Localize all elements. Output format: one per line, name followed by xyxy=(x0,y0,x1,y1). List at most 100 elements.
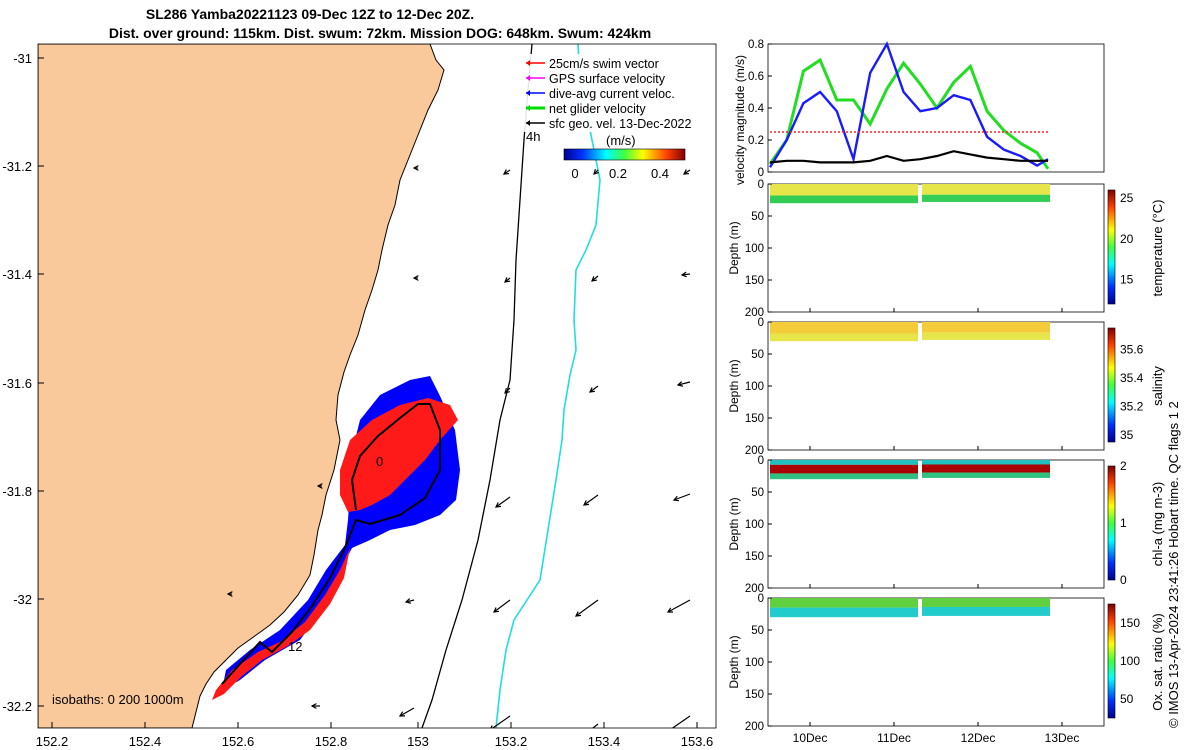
land-mass xyxy=(38,44,445,728)
velocity-arrowhead xyxy=(680,271,687,278)
velocity-arrowhead xyxy=(582,500,590,506)
velocity-arrowhead xyxy=(574,611,582,617)
colorbar-tick-label: 0.4 xyxy=(651,166,669,181)
velocity-arrowhead xyxy=(226,591,233,597)
velocity-arrowhead xyxy=(664,730,669,734)
day-label-end: 12 xyxy=(288,639,302,654)
profile-data-band xyxy=(770,598,918,608)
velocity-ytick-label: 0.2 xyxy=(748,135,764,147)
velocity-arrow xyxy=(405,599,415,603)
legend-swatch-head xyxy=(526,75,530,81)
isobaths-label: isobaths: 0 200 1000m xyxy=(52,692,184,707)
depth-tick-label: 0 xyxy=(758,455,764,467)
lon-tick-label: 153.2 xyxy=(495,734,528,749)
lon-tick-label: 153.6 xyxy=(681,734,714,749)
colorbar-tick-label: 2 xyxy=(1120,459,1127,473)
colorbar-label: (m/s) xyxy=(606,133,636,148)
profile-colorbar xyxy=(1107,327,1116,443)
velocity-arrowhead xyxy=(672,495,680,502)
velocity-arrowhead xyxy=(412,165,419,171)
depth-tick-label: 200 xyxy=(745,583,764,595)
colorbar-tick-label: 35.2 xyxy=(1120,399,1144,413)
colorbar-tick-label: 15 xyxy=(1120,273,1134,287)
legend-label: sfc geo. vel. 13-Dec-2022 xyxy=(549,117,691,131)
legend-swatch-head xyxy=(526,105,530,111)
velocity-arrowhead xyxy=(492,607,500,613)
colorbar-label: salinity xyxy=(1150,366,1165,406)
profile-panel-frame xyxy=(767,321,1105,451)
velocity-arrowhead xyxy=(494,502,502,508)
colorbar-tick-label: 35 xyxy=(1120,428,1134,442)
profile-colorbar xyxy=(1107,603,1116,719)
depth-tick-label: 200 xyxy=(745,721,764,733)
date-tick-label: 13Dec xyxy=(1045,731,1080,745)
legend-box xyxy=(520,54,706,132)
velocity-arrowhead xyxy=(404,598,411,604)
depth-tick-label: 200 xyxy=(745,307,764,319)
depth-tick-label: 50 xyxy=(751,349,764,361)
velocity-ytick-label: 0 xyxy=(758,167,764,179)
colorbar-tick-label: 20 xyxy=(1120,232,1134,246)
legend-swatch-head xyxy=(526,120,530,126)
profile-data-band xyxy=(922,460,1050,465)
colorbar-tick-label: 1 xyxy=(1120,516,1127,530)
velocity-arrowhead xyxy=(490,725,493,728)
lon-tick-label: 152.2 xyxy=(36,734,69,749)
depth-tick-label: 0 xyxy=(758,179,764,191)
lon-tick-label: 152.6 xyxy=(222,734,255,749)
colorbar-tick-label: 0 xyxy=(1120,573,1127,587)
depth-tick-label: 100 xyxy=(745,519,764,531)
depth-tick-label: 100 xyxy=(745,657,764,669)
profile-data-band xyxy=(922,606,1050,616)
lat-tick-label: -31 xyxy=(13,51,32,66)
legend-label: dive-avg current veloc. xyxy=(549,87,675,101)
velocity-arrow xyxy=(681,273,691,276)
legend-label: net glider velocity xyxy=(549,102,646,116)
velocity-ylabel: velocity magnitude (m/s) xyxy=(733,55,747,185)
chart-title-line1: SL286 Yamba20221123 09-Dec 12Z to 12-Dec… xyxy=(145,6,475,22)
profile-data-band xyxy=(922,464,1050,473)
velocity-arrow xyxy=(591,275,599,282)
legend-label: GPS surface velocity xyxy=(549,72,666,86)
velocity-arrowhead xyxy=(666,607,674,613)
velocity-arrow xyxy=(589,385,599,393)
profile-data-band xyxy=(770,195,918,204)
velocity-arrow xyxy=(583,494,599,506)
colorbar-label: Ox. sat. ratio (%) xyxy=(1150,613,1165,711)
map-panel: 152.2 152.4 152.6 152.8 153 153.2 153.4 153.6 -… xyxy=(2,43,717,749)
depth-tick-label: 50 xyxy=(751,211,764,223)
velocity-ytick-label: 0.4 xyxy=(748,103,765,115)
depth-tick-label: 100 xyxy=(745,243,764,255)
date-tick-label: 11Dec xyxy=(877,731,911,745)
depth-tick-label: 150 xyxy=(745,551,764,563)
depth-tick-label: 100 xyxy=(745,381,764,393)
profile-colorbar xyxy=(1107,465,1116,581)
profile-data-band xyxy=(922,598,1050,607)
day-label-start: 0 xyxy=(376,454,383,469)
lat-tick-label: -31.2 xyxy=(2,159,32,174)
lon-tick-label: 152.4 xyxy=(129,734,162,749)
lon-tick-label: 153 xyxy=(407,734,429,749)
depth-tick-label: 0 xyxy=(758,317,764,329)
map-frame xyxy=(37,43,717,729)
profile-data-band xyxy=(770,333,918,342)
lon-tick-label: 152.8 xyxy=(315,734,348,749)
lat-tick-label: -31.4 xyxy=(2,267,32,282)
velocity-arrow xyxy=(399,707,415,717)
velocity-arrowhead xyxy=(412,275,419,281)
velocity-arrow xyxy=(667,599,691,613)
velocity-arrowhead xyxy=(502,169,510,175)
velocity-arrow xyxy=(493,599,511,613)
colorbar-tick-label: 35.4 xyxy=(1120,371,1144,385)
current-line xyxy=(495,44,601,728)
profile-data-band xyxy=(922,194,1050,202)
depth-tick-label: 150 xyxy=(745,413,764,425)
lat-tick-label: -31.8 xyxy=(2,484,32,499)
colorbar-tick-label: 100 xyxy=(1120,654,1140,668)
lat-tick-label: -32 xyxy=(13,592,32,607)
profile-data-band xyxy=(922,184,1050,195)
velocity-arrowhead xyxy=(578,735,583,740)
velocity-arrowhead xyxy=(504,388,510,394)
